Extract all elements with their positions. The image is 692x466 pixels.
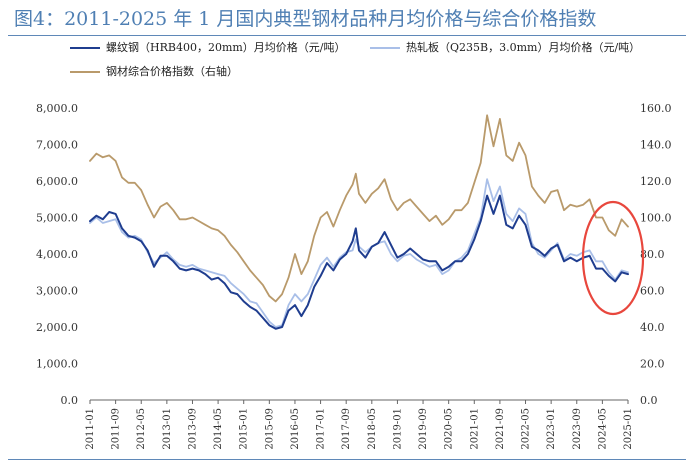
x-tick-label: 2021-01 bbox=[469, 408, 480, 450]
y-left-tick-label: 6,000.0 bbox=[36, 175, 78, 188]
y-right-tick-label: 160.0 bbox=[640, 102, 672, 115]
legend-swatch-rebar bbox=[70, 47, 100, 49]
title-divider bbox=[8, 35, 686, 36]
y-right-tick-label: 0.0 bbox=[640, 394, 658, 407]
x-tick-label: 2020-05 bbox=[444, 408, 455, 450]
x-tick-label: 2014-05 bbox=[213, 408, 224, 450]
y-left-tick-label: 2,000.0 bbox=[36, 321, 78, 334]
legend-label-index: 钢材综合价格指数（右轴） bbox=[106, 65, 238, 78]
x-tick-label: 2013-09 bbox=[187, 408, 198, 450]
x-tick-label: 2012-05 bbox=[136, 408, 147, 450]
x-tick-label: 2025-01 bbox=[623, 408, 634, 450]
y-left-tick-label: 5,000.0 bbox=[36, 212, 78, 225]
chart-series bbox=[89, 114, 629, 330]
legend-swatch-index bbox=[70, 71, 100, 73]
legend-item-rebar: 螺纹钢（HRB400，20mm）月均价格（元/吨） bbox=[70, 38, 346, 58]
x-tick-label: 2015-09 bbox=[264, 408, 275, 450]
x-tick-label: 2023-09 bbox=[572, 408, 583, 450]
x-tick-label: 2017-09 bbox=[341, 408, 352, 450]
series-line-rebar bbox=[89, 194, 629, 330]
x-tick-label: 2018-05 bbox=[367, 408, 378, 450]
y-right-tick-label: 60.0 bbox=[640, 285, 665, 298]
y-right-tick-label: 120.0 bbox=[640, 175, 672, 188]
y-left-tick-label: 8,000.0 bbox=[36, 102, 78, 115]
y-right-tick-label: 20.0 bbox=[640, 358, 665, 371]
legend-item-hot-rolled: 热轧板（Q235B，3.0mm）月均价格（元/吨） bbox=[370, 38, 640, 58]
y-right-tick-label: 80.0 bbox=[640, 248, 665, 261]
legend-swatch-hot-rolled bbox=[370, 47, 400, 49]
y-right-tick-label: 140.0 bbox=[640, 139, 672, 152]
series-line-steel-index bbox=[89, 114, 629, 303]
x-tick-label: 2016-05 bbox=[290, 408, 301, 450]
y-left-tick-label: 1,000.0 bbox=[36, 358, 78, 371]
y-left-tick-label: 3,000.0 bbox=[36, 285, 78, 298]
y-left-tick-label: 0.0 bbox=[61, 394, 79, 407]
y-left-tick-label: 4,000.0 bbox=[36, 248, 78, 261]
x-tick-label: 2011-09 bbox=[111, 408, 122, 450]
y-left-tick-label: 7,000.0 bbox=[36, 139, 78, 152]
legend-label-rebar: 螺纹钢（HRB400，20mm）月均价格（元/吨） bbox=[106, 41, 346, 54]
x-tick-label: 2019-09 bbox=[418, 408, 429, 450]
x-tick-label: 2024-05 bbox=[597, 408, 608, 450]
x-tick-label: 2011-01 bbox=[85, 408, 96, 450]
x-tick-label: 2013-01 bbox=[162, 408, 173, 450]
legend-label-hot-rolled: 热轧板（Q235B，3.0mm）月均价格（元/吨） bbox=[406, 41, 641, 54]
x-tick-label: 2023-01 bbox=[546, 408, 557, 450]
highlight-circle bbox=[581, 200, 645, 316]
y-right-tick-label: 100.0 bbox=[640, 212, 672, 225]
x-tick-label: 2022-05 bbox=[521, 408, 532, 450]
chart-axes: 0.0 1,000.0 2,000.0 3,000.0 4,000.0 5,000.0 6,… bbox=[36, 102, 672, 450]
y-right-tick-label: 40.0 bbox=[640, 321, 665, 334]
x-tick-label: 2021-09 bbox=[495, 408, 506, 450]
chart-legend: 螺纹钢（HRB400，20mm）月均价格（元/吨） 热轧板（Q235B，3.0m… bbox=[70, 38, 670, 88]
x-tick-label: 2017-01 bbox=[316, 408, 327, 450]
legend-item-index: 钢材综合价格指数（右轴） bbox=[70, 62, 238, 82]
x-tick-label: 2015-01 bbox=[239, 408, 250, 450]
chart-title: 图4：2011-2025 年 1 月国内典型钢材品种月均价格与综合价格指数 bbox=[14, 8, 597, 30]
x-tick-label: 2019-01 bbox=[392, 408, 403, 450]
bottom-divider bbox=[8, 459, 686, 460]
